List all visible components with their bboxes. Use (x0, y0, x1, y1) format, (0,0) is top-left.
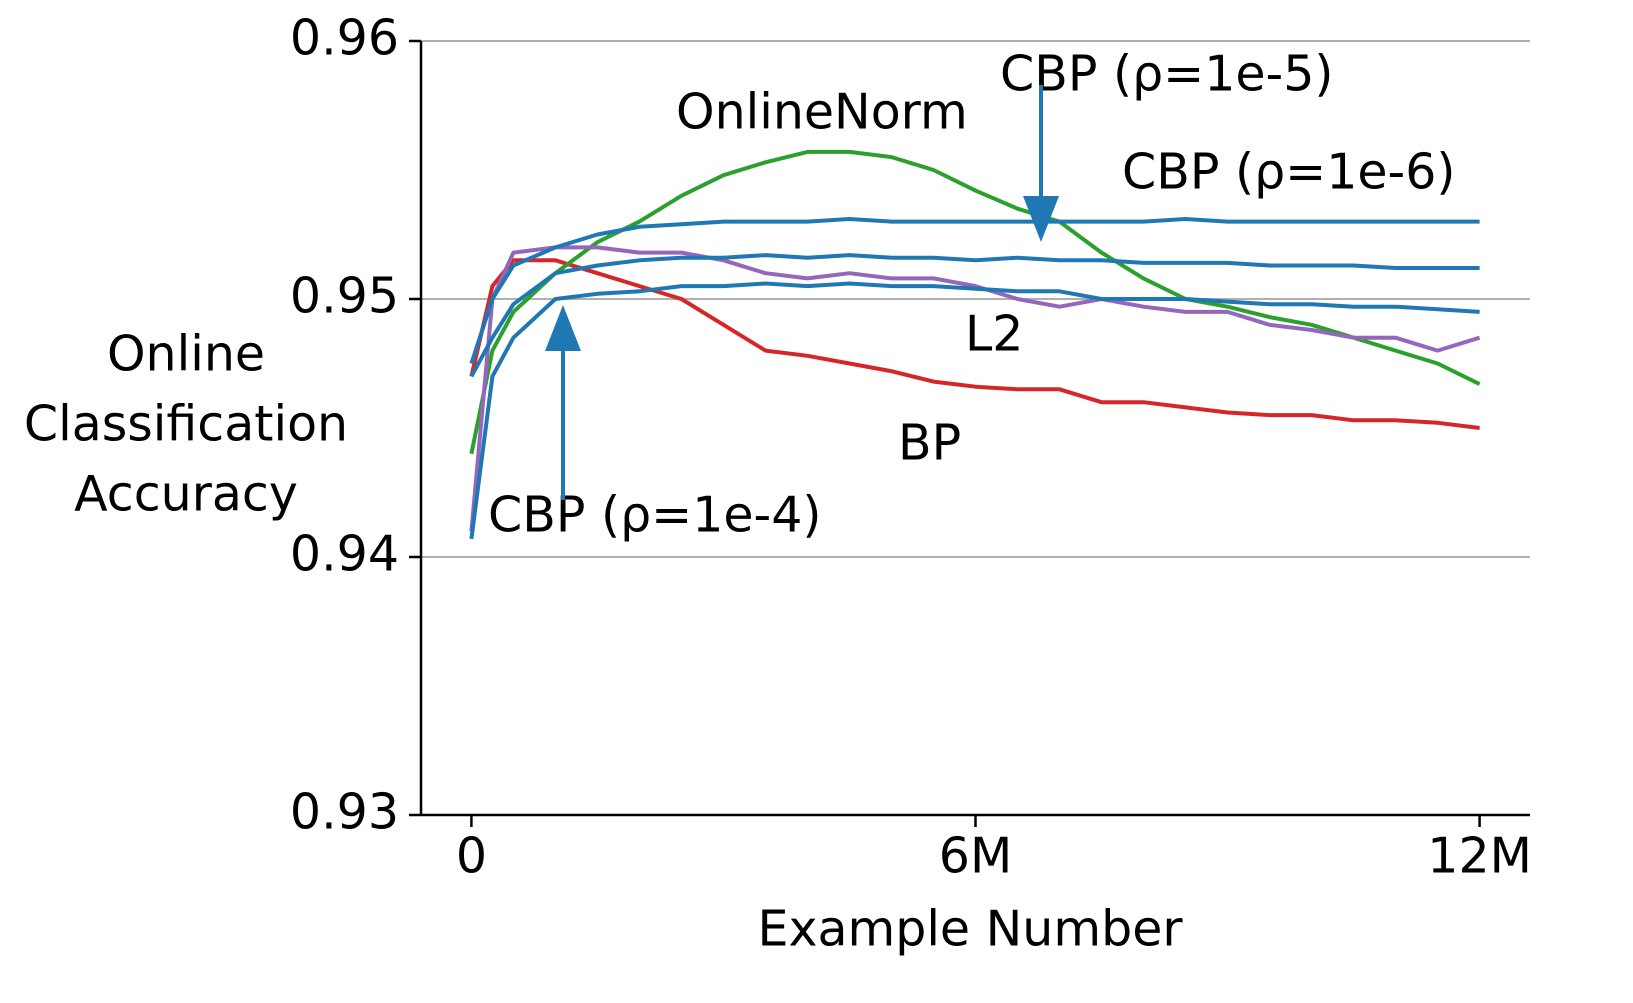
data-line (469, 281, 1480, 540)
x-tick-label: 12M (1427, 828, 1532, 885)
data-line (469, 258, 1480, 430)
y-axis-label: Accuracy (74, 466, 298, 523)
data-line (469, 149, 1481, 455)
data-line (469, 217, 1480, 365)
x-tick-label: 0 (456, 828, 487, 885)
series-label: CBP (ρ=1e-4) (488, 487, 822, 544)
y-axis-label: Online (107, 326, 265, 383)
series-label: BP (898, 415, 961, 472)
x-tick-label: 6M (939, 828, 1012, 885)
y-tick-label: 0.93 (290, 784, 399, 841)
annotation-arrowhead (545, 305, 581, 351)
series-label: OnlineNorm (676, 84, 968, 141)
series-label: L2 (965, 306, 1023, 363)
data-line (469, 245, 1481, 532)
data-line (469, 253, 1480, 378)
y-axis-label: Classification (24, 396, 348, 453)
series-label: CBP (ρ=1e-6) (1122, 144, 1456, 201)
annotation-arrowhead (1023, 196, 1059, 242)
y-tick-label: 0.96 (290, 10, 399, 67)
x-axis-label: Example Number (758, 901, 1184, 958)
series-label: CBP (ρ=1e-5) (1000, 46, 1334, 103)
y-tick-label: 0.95 (290, 268, 399, 325)
y-tick-label: 0.94 (290, 526, 399, 583)
